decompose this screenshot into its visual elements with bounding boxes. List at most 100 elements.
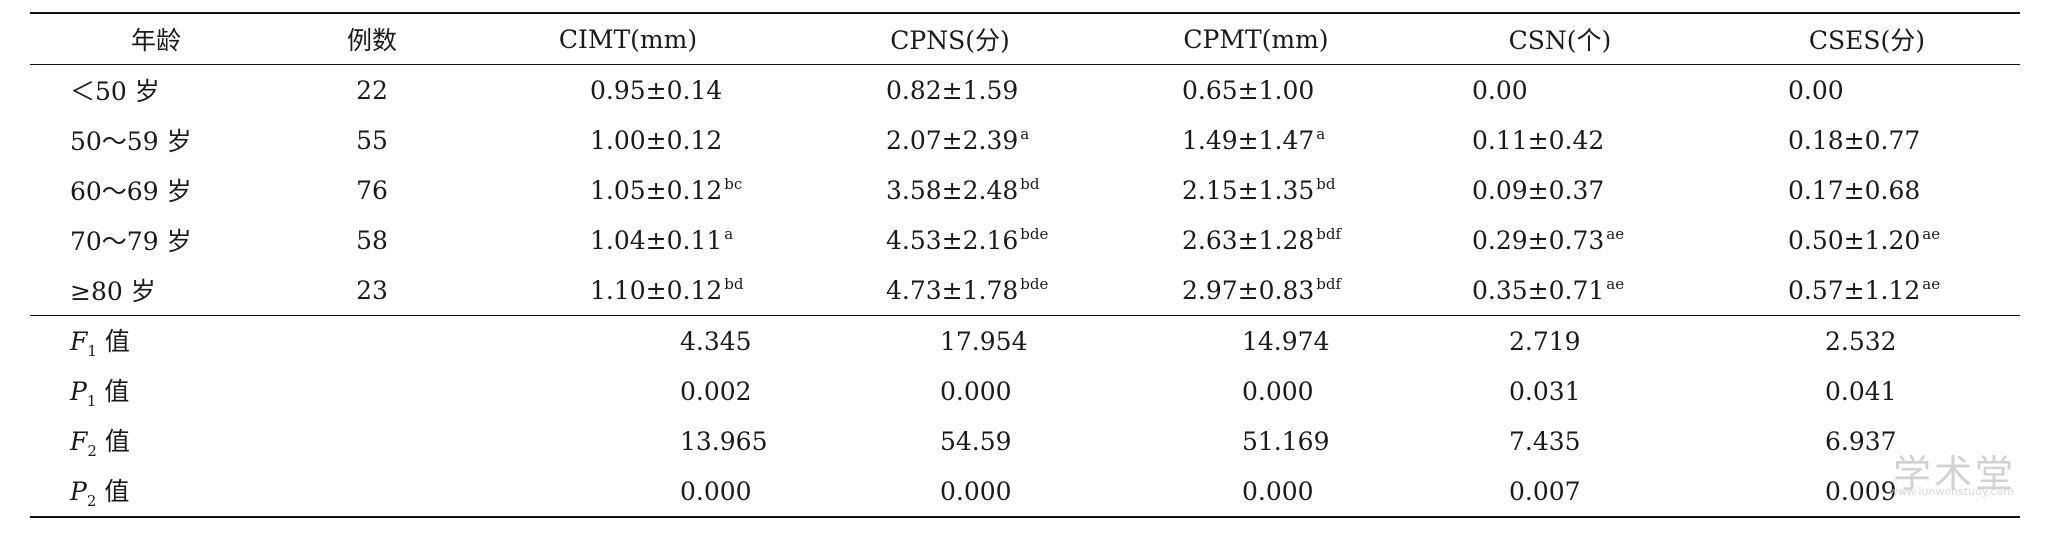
- stat-value-cell: 0.000: [1242, 376, 1314, 406]
- value-cell: 2.97±0.83 bdf: [1106, 265, 1406, 316]
- stat-value-cell: 0.041: [1825, 376, 1897, 406]
- value-text: 0.57±1.12: [1788, 276, 1921, 305]
- stat-value-cell: 54.59: [940, 426, 1012, 456]
- value-cell: 2.15±1.35 bd: [1106, 165, 1406, 215]
- value-cell: 0.57±1.12 ae: [1714, 265, 2020, 316]
- stat-value-cell: 0.031: [1509, 376, 1581, 406]
- header-cpns: CPNS(分): [890, 26, 1010, 55]
- table-row: ≥80 岁 23 1.10±0.12 bd 4.73±1.78 bde 2.97±0.83 b…: [30, 265, 2020, 316]
- value-cell: 4.73±1.78 bde: [794, 265, 1106, 316]
- value-cell: 0.50±1.20 ae: [1714, 215, 2020, 265]
- value-text: 2.15±1.35: [1182, 176, 1315, 205]
- watermark-url: www.lunwenstudy.com: [1888, 485, 2014, 498]
- value-cell: 4.53±2.16 bde: [794, 215, 1106, 265]
- stat-value-cell: 2.532: [1825, 326, 1897, 356]
- stat-value-cell: 17.954: [940, 326, 1028, 356]
- value-text: 3.58±2.48: [886, 176, 1019, 205]
- stat-subscript: 1: [86, 392, 97, 410]
- age-group-cell: ≥80 岁: [70, 277, 156, 306]
- count-cell: 58: [356, 225, 388, 255]
- age-group-cell: 60～69 岁: [70, 177, 192, 206]
- stat-value-cell: 0.000: [1242, 476, 1314, 506]
- header-row: 年龄 例数 CIMT(mm) CPNS(分) CPMT(mm) CSN(个) C…: [30, 13, 2020, 65]
- value-text: 2.07±2.39: [886, 126, 1019, 155]
- significance-marker: a: [724, 225, 734, 243]
- significance-marker: bde: [1020, 275, 1049, 293]
- stat-row: P1 值 0.002 0.000 0.000 0.031 0.041: [30, 366, 2020, 416]
- value-cell: 0.29±0.73 ae: [1406, 215, 1714, 265]
- stat-row: P2 值 0.000 0.000 0.000 0.007 0.009: [30, 466, 2020, 517]
- stat-value-cell: 13.965: [680, 426, 768, 456]
- value-text: 0.50±1.20: [1788, 226, 1921, 255]
- significance-marker: bde: [1020, 225, 1049, 243]
- table-row: 60～69 岁 76 1.05±0.12 bc 3.58±2.48 bd 2.15±1.35…: [30, 165, 2020, 215]
- header-count: 例数: [346, 26, 397, 55]
- age-group-cell: 50～59 岁: [70, 127, 192, 156]
- count-cell: 23: [356, 275, 388, 305]
- stat-value-cell: 0.002: [680, 376, 752, 406]
- stat-value-cell: 7.435: [1509, 426, 1581, 456]
- value-text: 0.00: [1788, 76, 1844, 105]
- value-text: 0.35±0.71: [1472, 276, 1605, 305]
- stat-value-cell: 14.974: [1242, 326, 1330, 356]
- value-cell: 3.58±2.48 bd: [794, 165, 1106, 215]
- stat-symbol: P: [70, 377, 87, 406]
- table-row: ＜50 岁 22 0.95±0.14 0.82±1.59 0.65±1.00 0.00 0.…: [30, 65, 2020, 116]
- stat-value-cell: 0.000: [940, 476, 1012, 506]
- value-text: 1.00±0.12: [590, 126, 723, 155]
- value-text: 0.95±0.14: [590, 76, 723, 105]
- statistics-rows: F 1 值 4.345 17.954 14.974 2.719 2.532 P1 值 0.002…: [30, 316, 2020, 517]
- table-row: 70～79 岁 58 1.04±0.11 a 4.53±2.16 bde 2.63±1.28…: [30, 215, 2020, 265]
- empty-cell: [282, 316, 462, 367]
- value-cell: 0.00: [1714, 65, 2020, 116]
- value-cell: 0.00: [1406, 65, 1714, 116]
- stat-suffix: 值: [104, 477, 130, 506]
- header-cses: CSES(分): [1808, 26, 1926, 55]
- significance-marker: ae: [1606, 275, 1625, 293]
- stat-row: F2 值 13.965 54.59 51.169 7.435 6.937: [30, 416, 2020, 466]
- significance-marker: bdf: [1316, 275, 1342, 293]
- watermark: 学术堂 www.lunwenstudy.com: [1889, 443, 2016, 498]
- significance-marker: bc: [724, 175, 743, 193]
- value-text: 0.65±1.00: [1182, 76, 1315, 105]
- value-text: 0.82±1.59: [886, 76, 1019, 105]
- value-cell: 0.95±0.14: [462, 65, 794, 116]
- stat-value-cell: 0.000: [680, 476, 752, 506]
- empty-cell: [282, 366, 462, 416]
- count-cell: 22: [356, 75, 388, 105]
- value-cell: 2.63±1.28 bdf: [1106, 215, 1406, 265]
- significance-marker: a: [1316, 125, 1326, 143]
- value-cell: 0.35±0.71 ae: [1406, 265, 1714, 316]
- value-cell: 1.10±0.12 bd: [462, 265, 794, 316]
- stat-subscript: 1: [87, 342, 97, 360]
- stat-value-cell: 51.169: [1242, 426, 1330, 456]
- stat-value-cell: 6.937: [1825, 426, 1897, 456]
- stat-value-cell: 0.007: [1509, 476, 1581, 506]
- stat-symbol: F: [70, 427, 88, 456]
- stat-value-cell: 0.000: [940, 376, 1012, 406]
- stat-subscript: 2: [86, 492, 97, 510]
- stat-value-cell: 0.009: [1825, 476, 1897, 506]
- stat-suffix: 值: [104, 377, 130, 406]
- age-group-rows: ＜50 岁 22 0.95±0.14 0.82±1.59 0.65±1.00 0.00 0.…: [30, 65, 2020, 316]
- stat-value-cell: 2.719: [1509, 326, 1581, 356]
- empty-cell: [282, 466, 462, 517]
- value-text: 0.18±0.77: [1788, 126, 1921, 155]
- count-cell: 76: [356, 175, 388, 205]
- stat-value-cell: 4.345: [680, 326, 752, 356]
- value-cell: 1.05±0.12 bc: [462, 165, 794, 215]
- value-cell: 0.18±0.77: [1714, 115, 2020, 165]
- data-table: 年龄 例数 CIMT(mm) CPNS(分) CPMT(mm) CSN(个) C…: [30, 12, 2020, 518]
- stat-label-cell: P1 值: [30, 366, 282, 416]
- header-csn: CSN(个): [1508, 26, 1612, 55]
- value-text: 4.73±1.78: [886, 276, 1019, 305]
- age-group-cell: ＜50 岁: [70, 77, 160, 106]
- value-text: 0.00: [1472, 76, 1528, 105]
- value-text: 2.97±0.83: [1182, 276, 1315, 305]
- value-cell: 0.82±1.59: [794, 65, 1106, 116]
- count-cell: 55: [356, 125, 388, 155]
- significance-marker: ae: [1922, 275, 1941, 293]
- value-cell: 0.65±1.00: [1106, 65, 1406, 116]
- stat-subscript: 2: [87, 442, 97, 460]
- value-cell: 0.11±0.42: [1406, 115, 1714, 165]
